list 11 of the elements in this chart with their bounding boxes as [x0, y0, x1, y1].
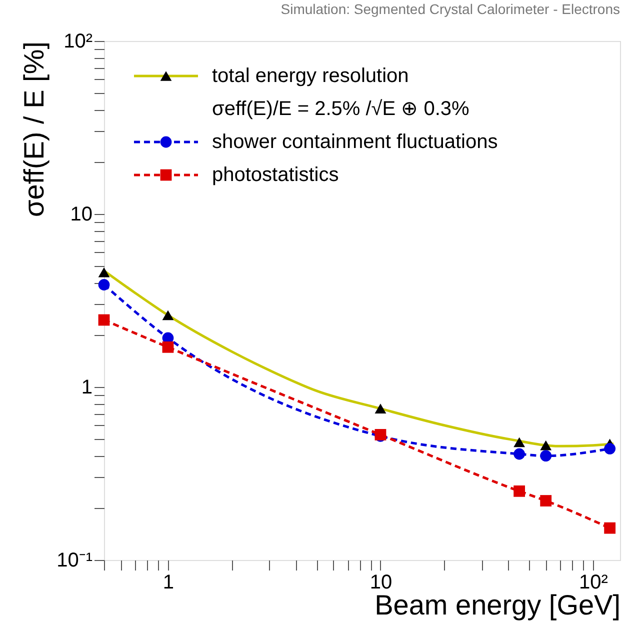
y-tick-label: 10²	[64, 30, 93, 52]
x-tick-label: 1	[162, 572, 174, 594]
y-tick-label: 1	[81, 376, 92, 398]
y-axis-title: σeff(E) / E [%]	[18, 42, 50, 217]
annotation: σeff(E)/E = 2.5% /√E ⊕ 0.3%	[212, 98, 470, 120]
y-tick-label: 10⁻¹	[56, 550, 93, 572]
y-tick-label: 10	[70, 204, 92, 226]
chart-title: Simulation: Segmented Crystal Calorimeter - Electrons	[280, 1, 620, 17]
legend-label: total energy resolution	[212, 65, 409, 87]
legend-label: photostatistics	[212, 164, 339, 186]
legend-label: shower containment fluctuations	[212, 131, 498, 153]
